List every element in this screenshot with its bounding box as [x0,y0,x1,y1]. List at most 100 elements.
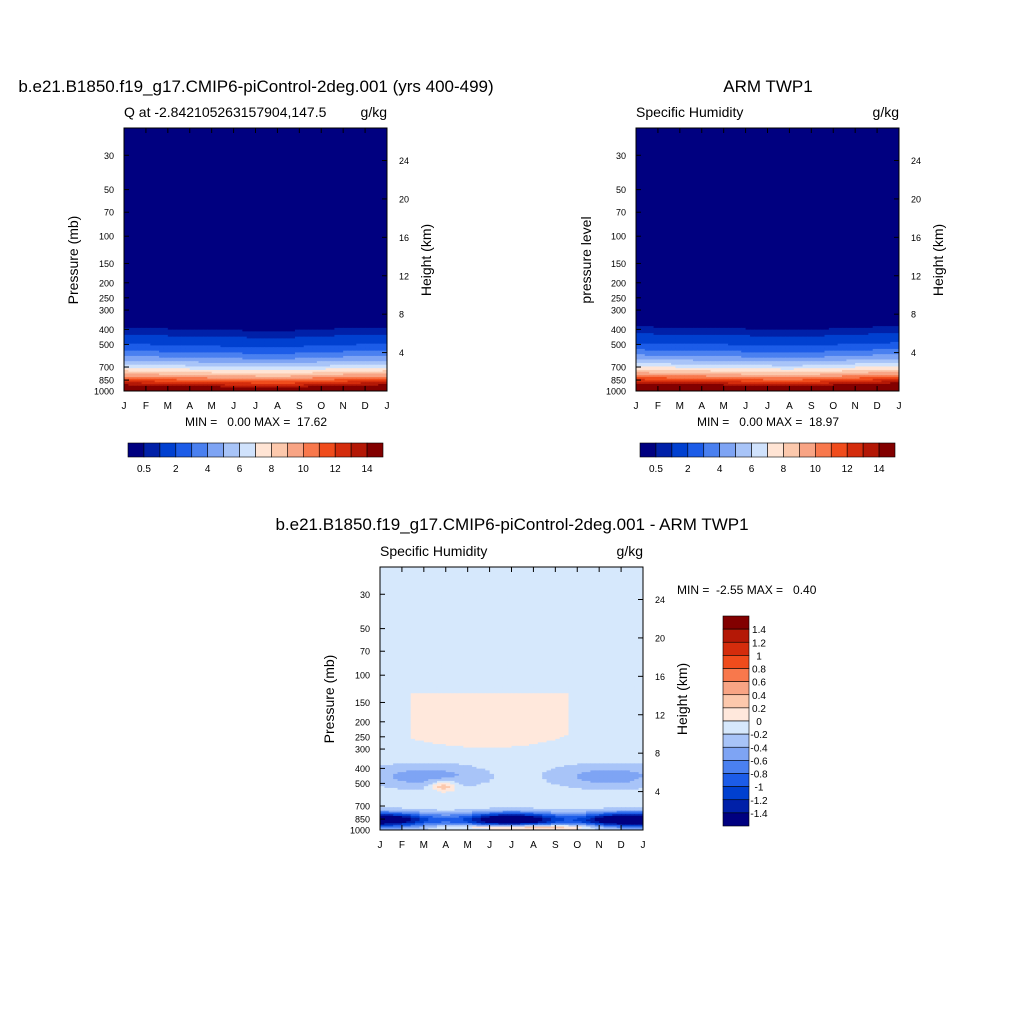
humidity-cell [233,142,239,145]
humidity-cell [220,182,226,185]
humidity-cell [351,156,357,159]
humidity-cell [237,163,243,166]
humidity-cell [338,201,344,204]
humidity-cell [281,245,287,248]
humidity-cell [224,184,230,187]
humidity-cell [150,236,156,240]
humidity-cell [185,208,191,211]
humidity-cell [312,261,318,264]
humidity-cell [303,191,309,194]
humidity-cell [194,157,200,161]
humidity-cell [159,257,165,261]
humidity-cell [330,138,335,141]
humidity-cell [365,159,371,162]
humidity-cell [224,222,230,226]
humidity-cell [145,213,151,217]
humidity-cell [216,212,222,215]
humidity-cell [233,164,239,168]
humidity-cell [286,164,292,168]
humidity-cell [242,247,248,250]
humidity-cell [189,129,195,133]
humidity-cell [294,233,300,236]
humidity-cell [308,166,314,169]
humidity-cell [233,259,239,262]
humidity-cell [351,196,357,199]
humidity-cell [369,159,375,162]
humidity-cell [198,163,204,166]
humidity-cell [255,157,261,161]
humidity-cell [382,199,387,203]
humidity-cell [159,236,165,240]
humidity-cell [286,217,292,220]
humidity-cell [198,150,204,154]
humidity-cell [211,213,217,217]
humidity-cell [159,212,165,215]
humidity-cell [334,143,340,147]
humidity-cell [286,257,292,261]
humidity-cell [194,147,200,150]
humidity-cell [268,194,274,197]
humidity-cell [216,154,222,157]
humidity-cell [198,145,204,148]
humidity-cell [382,140,387,143]
humidity-cell [373,131,379,134]
humidity-cell [312,229,318,233]
humidity-cell [373,238,379,241]
humidity-cell [351,129,357,133]
humidity-cell [286,250,292,254]
humidity-cell [303,145,309,148]
humidity-cell [294,210,300,213]
humidity-cell [303,180,309,183]
humidity-cell [180,184,186,187]
humidity-cell [330,149,335,152]
humidity-cell [338,196,344,199]
humidity-cell [189,175,195,178]
humidity-cell [150,140,156,143]
humidity-cell [382,210,387,213]
humidity-cell [189,145,195,148]
humidity-cell [378,182,384,185]
humidity-cell [233,154,239,157]
humidity-cell [255,263,261,266]
humidity-cell [207,248,213,252]
humidity-cell [281,259,287,262]
humidity-cell [202,184,208,187]
humidity-cell [233,171,239,175]
humidity-cell [303,170,309,173]
humidity-cell [316,233,322,236]
humidity-cell [159,271,165,275]
humidity-cell [316,238,322,241]
humidity-cell [255,220,261,224]
humidity-cell [334,257,340,261]
humidity-cell [198,203,204,206]
humidity-cell [246,236,252,240]
humidity-cell [137,210,143,213]
humidity-cell [233,184,239,187]
humidity-cell [338,191,344,194]
humidity-cell [347,238,353,241]
humidity-cell [294,231,300,234]
humidity-cell [382,261,387,264]
humidity-cell [330,133,335,136]
humidity-cell [365,133,371,136]
humidity-cell [202,220,208,224]
humidity-cell [303,252,309,255]
humidity-cell [237,157,243,161]
humidity-cell [246,203,252,206]
humidity-cell [163,270,169,273]
humidity-cell [145,263,151,266]
humidity-cell [202,266,208,269]
humidity-cell [290,156,296,159]
humidity-cell [373,205,379,208]
humidity-cell [382,222,387,226]
humidity-cell [351,168,357,171]
humidity-cell [189,194,195,197]
humidity-cell [167,192,173,196]
humidity-cell [176,152,182,155]
humidity-cell [273,156,279,159]
humidity-cell [299,178,305,182]
humidity-cell [286,234,292,238]
humidity-cell [277,147,283,150]
humidity-cell [202,199,208,203]
humidity-cell [369,263,375,266]
